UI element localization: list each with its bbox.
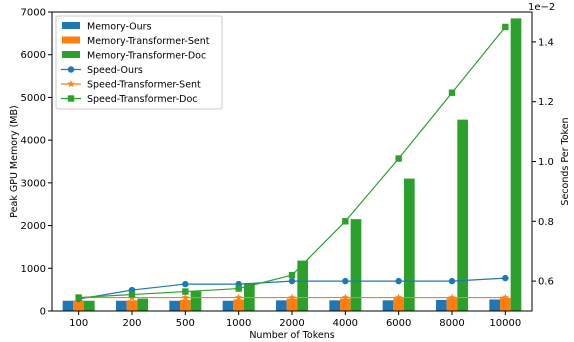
point-speed-transformer-doc-10000 (502, 23, 509, 31)
legend-label-memory-ours: Memory-Ours (87, 22, 152, 33)
point-speed-ours-6000 (395, 277, 402, 285)
bar-memory-transformer-doc-4000 (350, 219, 362, 311)
y2-axis-title: Seconds Per Token (560, 117, 571, 205)
bar-memory-transformer-sent-2000 (286, 298, 298, 311)
bar-memory-transformer-sent-200 (126, 300, 138, 311)
y-axis-right: 0.6 0.8 1.0 1.2 1.4 (532, 37, 554, 288)
bar-memory-ours-6000 (382, 300, 394, 311)
bar-memory-transformer-sent-6000 (393, 298, 404, 311)
bar-memory-ours-10000 (489, 299, 500, 311)
bar-memory-transformer-doc-2000 (297, 260, 308, 311)
bar-memory-transformer-doc-6000 (404, 178, 415, 311)
point-speed-transformer-doc-500 (182, 288, 189, 295)
y-tick-label-4000: 4000 (21, 136, 46, 147)
point-speed-transformer-doc-4000 (342, 218, 349, 225)
y-axis-title: Peak GPU Memory (MB) (9, 105, 20, 217)
bar-memory-transformer-sent-8000 (446, 298, 458, 311)
y2-tick-label-2: 1.0 (538, 157, 554, 168)
point-speed-transformer-sent-500 (181, 293, 190, 301)
point-speed-transformer-doc-200 (128, 291, 136, 298)
point-speed-transformer-sent-4000 (341, 293, 350, 301)
y-tick-label-6000: 6000 (21, 50, 46, 61)
x-tick-label-100: 100 (69, 318, 88, 329)
point-speed-ours-4000 (342, 277, 349, 285)
point-speed-transformer-sent-8000 (448, 293, 456, 301)
point-speed-transformer-doc-6000 (395, 155, 402, 162)
legend-marker-speed-ours (67, 66, 75, 73)
legend-label-speed-transformer-sent: Speed-Transformer-Sent (87, 80, 201, 91)
y2-tick-label-3: 1.2 (538, 97, 554, 108)
point-speed-transformer-sent-6000 (394, 293, 403, 301)
point-speed-ours-10000 (502, 274, 509, 282)
y-tick-label-5000: 5000 (21, 93, 46, 104)
y2-tick-label-4: 1.4 (538, 37, 554, 48)
y-axis-left: 0 1000 2000 3000 4000 5000 6000 7000 (21, 8, 52, 318)
legend-swatch-memory-ours (62, 22, 80, 29)
x-tick-label-2000: 2000 (279, 318, 304, 329)
x-tick-label-6000: 6000 (386, 318, 411, 329)
x-tick-label-500: 500 (176, 318, 195, 329)
bar-memory-transformer-sent-4000 (340, 298, 351, 311)
legend-label-speed-transformer-doc: Speed-Transformer-Doc (87, 94, 198, 105)
legend: Memory-Ours Memory-Transformer-Sent Memory… (55, 15, 223, 110)
y2-offset-text: 1e−2 (528, 2, 555, 13)
bar-memory-transformer-sent-500 (180, 299, 191, 311)
point-speed-transformer-sent-2000 (288, 293, 296, 301)
point-speed-transformer-doc-100 (75, 294, 82, 301)
bar-memory-ours-100 (62, 300, 74, 311)
bar-memory-transformer-sent-100 (73, 300, 84, 311)
x-tick-label-4000: 4000 (333, 318, 358, 329)
bar-memory-transformer-doc-10000 (510, 18, 522, 312)
legend-swatch-memory-transformer-doc (62, 51, 80, 58)
point-speed-transformer-doc-8000 (448, 89, 456, 96)
bar-memory-transformer-sent-1000 (233, 299, 244, 311)
y-tick-label-2000: 2000 (21, 221, 46, 232)
bar-memory-ours-200 (116, 300, 127, 311)
bar-memory-ours-500 (169, 300, 180, 311)
bar-memory-ours-8000 (436, 299, 447, 311)
y-tick-label-1000: 1000 (21, 264, 46, 275)
x-axis: 100 200 500 1000 2000 4000 6000 8000 10000 (69, 311, 521, 329)
legend-box (55, 15, 223, 110)
y-tick-label-0: 0 (40, 307, 46, 318)
legend-swatch-memory-transformer-sent (62, 36, 80, 44)
y-tick-label-3000: 3000 (21, 178, 46, 189)
x-tick-label-8000: 8000 (439, 318, 464, 329)
legend-marker-speed-transformer-doc (67, 95, 75, 102)
x-axis-title: Number of Tokens (249, 330, 334, 341)
bar-memory-transformer-sent-10000 (500, 297, 511, 311)
point-speed-transformer-sent-10000 (501, 293, 510, 301)
x-tick-label-10000: 10000 (489, 318, 521, 329)
y2-tick-label-0: 0.6 (538, 277, 554, 288)
y-tick-label-7000: 7000 (21, 8, 46, 19)
bar-memory-transformer-doc-500 (190, 291, 202, 311)
x-tick-label-200: 200 (122, 318, 141, 329)
x-tick-label-1000: 1000 (226, 318, 251, 329)
bar-memory-ours-1000 (222, 300, 234, 311)
point-speed-transformer-doc-2000 (288, 271, 296, 279)
point-speed-transformer-sent-1000 (234, 293, 243, 301)
bar-memory-transformer-doc-8000 (457, 119, 468, 311)
point-speed-ours-8000 (448, 277, 456, 285)
point-speed-ours-2000 (288, 277, 296, 285)
legend-marker-speed-transformer-sent (67, 80, 75, 88)
y2-tick-label-1: 0.8 (538, 217, 554, 228)
bar-memory-transformer-doc-100 (84, 300, 95, 311)
legend-label-memory-transformer-sent: Memory-Transformer-Sent (87, 36, 210, 47)
legend-label-speed-ours: Speed-Ours (87, 65, 143, 76)
legend-label-memory-transformer-doc: Memory-Transformer-Doc (87, 51, 206, 62)
bar-memory-transformer-doc-200 (137, 298, 148, 311)
point-speed-ours-500 (182, 280, 189, 288)
lines-layer (74, 23, 510, 303)
bar-memory-ours-2000 (276, 300, 287, 311)
point-speed-transformer-doc-1000 (235, 285, 242, 292)
bar-memory-ours-4000 (329, 300, 340, 311)
